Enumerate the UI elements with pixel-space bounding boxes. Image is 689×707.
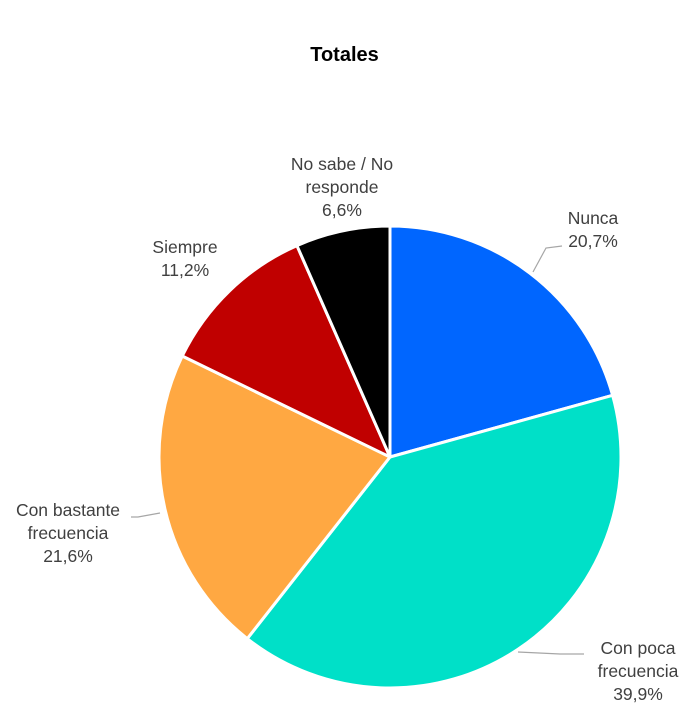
leader-line-con-bastante-frecuencia bbox=[131, 512, 161, 518]
pie-slice-nunca bbox=[388, 224, 615, 459]
leader-line-con-poca-frecuencia bbox=[517, 651, 584, 655]
leader-line-nunca bbox=[532, 245, 563, 273]
data-label-no-sabe-no-responde: No sabe / No responde 6,6% bbox=[291, 154, 393, 220]
pie-slice-con-bastante-frecuencia bbox=[157, 354, 392, 641]
data-label-nunca: Nunca 20,7% bbox=[568, 208, 619, 251]
data-label-con-bastante-frecuencia: Con bastante frecuencia 21,6% bbox=[16, 500, 120, 566]
chart-title: Totales bbox=[310, 44, 379, 66]
pie-slice-no-sabe-no-responde bbox=[295, 224, 392, 459]
data-label-con-poca-frecuencia: Con poca frecuencia 39,9% bbox=[598, 638, 679, 704]
data-label-siempre: Siempre 11,2% bbox=[152, 237, 217, 280]
pie-slice-con-poca-frecuencia bbox=[245, 393, 623, 690]
pie-slice-siempre bbox=[180, 244, 392, 459]
